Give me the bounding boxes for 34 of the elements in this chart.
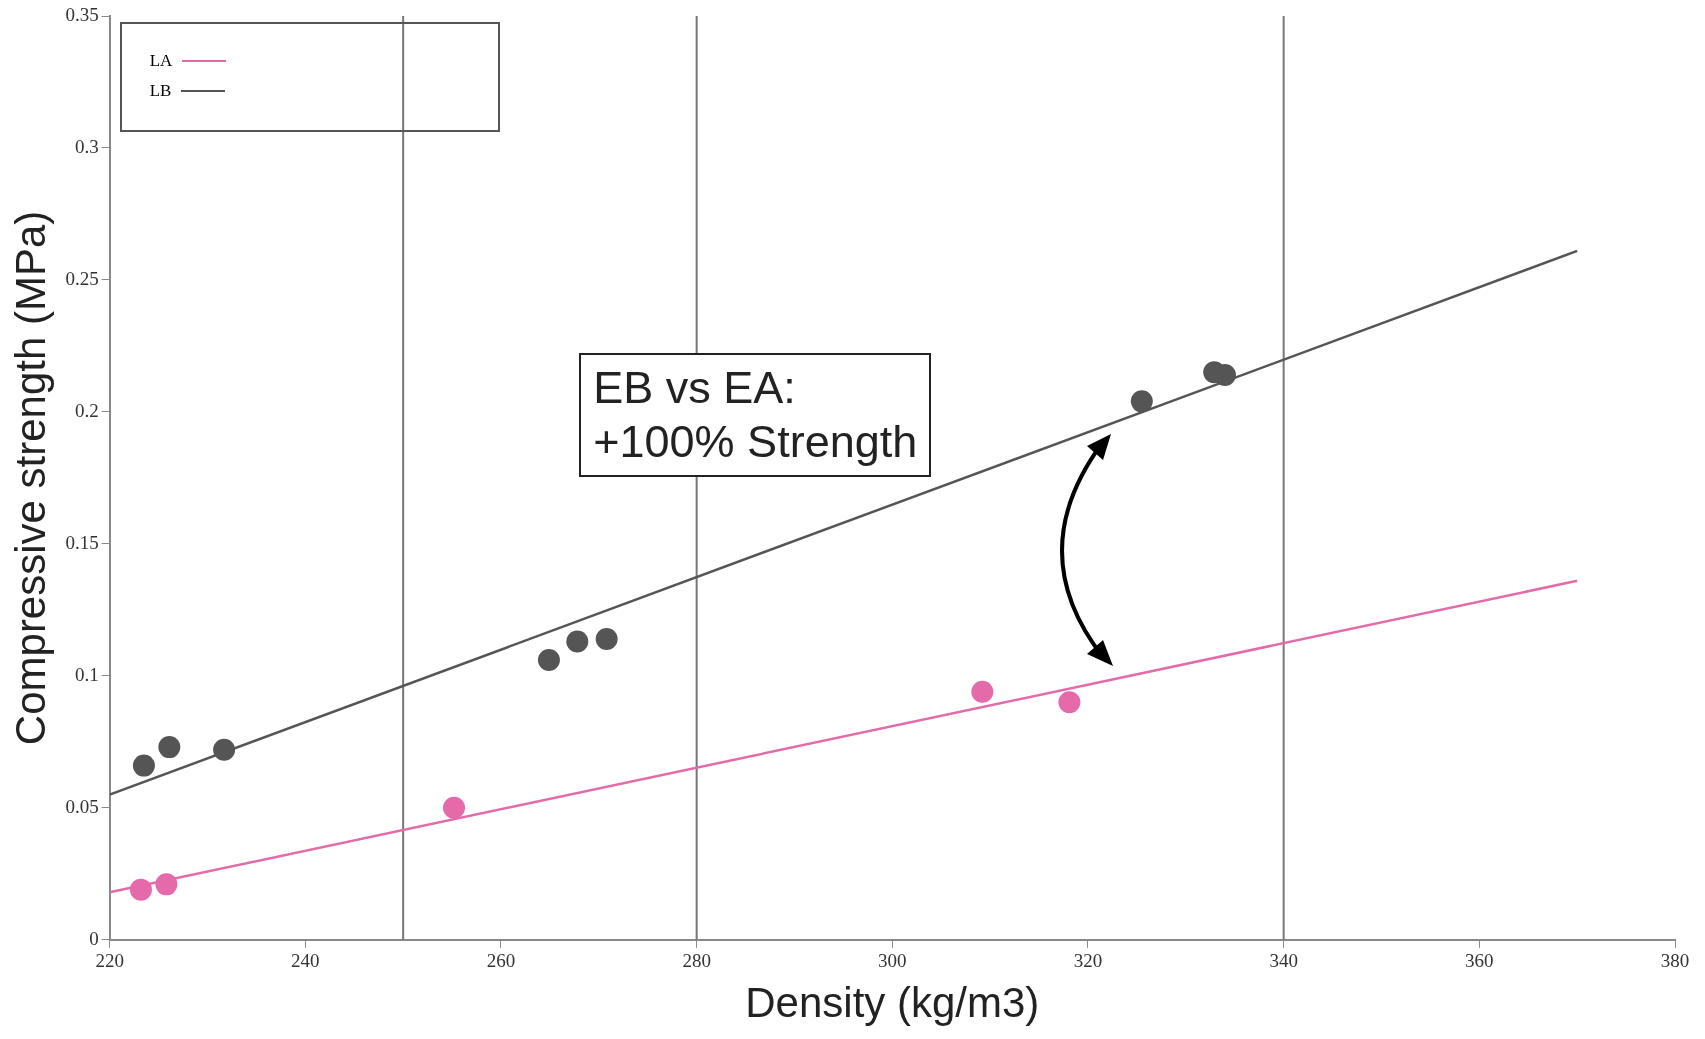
x-tick-label: 220 <box>95 950 124 972</box>
y-axis-title: Compressive strength (MPa) <box>6 210 54 746</box>
point <box>537 649 560 672</box>
x-tick-label: 380 <box>1660 950 1690 972</box>
legend-label: LB <box>149 81 172 101</box>
y-tick-label: 0 <box>89 927 99 949</box>
point <box>595 627 618 650</box>
y-tick-label: 0.1 <box>74 663 99 685</box>
point <box>132 754 155 777</box>
y-tick-label: 0.35 <box>65 3 99 25</box>
x-axis-title: Density (kg/m3) <box>745 979 1040 1027</box>
x-tick-label: 340 <box>1269 950 1298 972</box>
x-tick-label: 240 <box>291 950 320 972</box>
y-tick-label: 0.05 <box>65 795 99 817</box>
point <box>129 878 152 901</box>
x-tick-label: 320 <box>1073 950 1103 972</box>
y-tick-label: 0.2 <box>74 399 99 421</box>
point <box>213 738 236 761</box>
x-tick-label: 360 <box>1465 950 1494 972</box>
point <box>971 680 994 703</box>
y-tick-label: 0.3 <box>74 135 99 157</box>
x-tick-label: 300 <box>878 950 907 972</box>
point <box>566 630 589 653</box>
point <box>158 736 181 759</box>
point <box>443 796 466 819</box>
x-tick-label: 280 <box>682 950 711 972</box>
legend-label: LA <box>149 51 173 71</box>
x-tick-label: 260 <box>486 950 516 972</box>
point <box>1058 691 1081 714</box>
point <box>1130 390 1153 413</box>
annotation: EB vs EA: +100% Strength <box>579 353 932 478</box>
y-tick-label: 0.25 <box>65 267 99 289</box>
y-tick-label: 0.15 <box>65 531 99 553</box>
point <box>155 873 178 896</box>
